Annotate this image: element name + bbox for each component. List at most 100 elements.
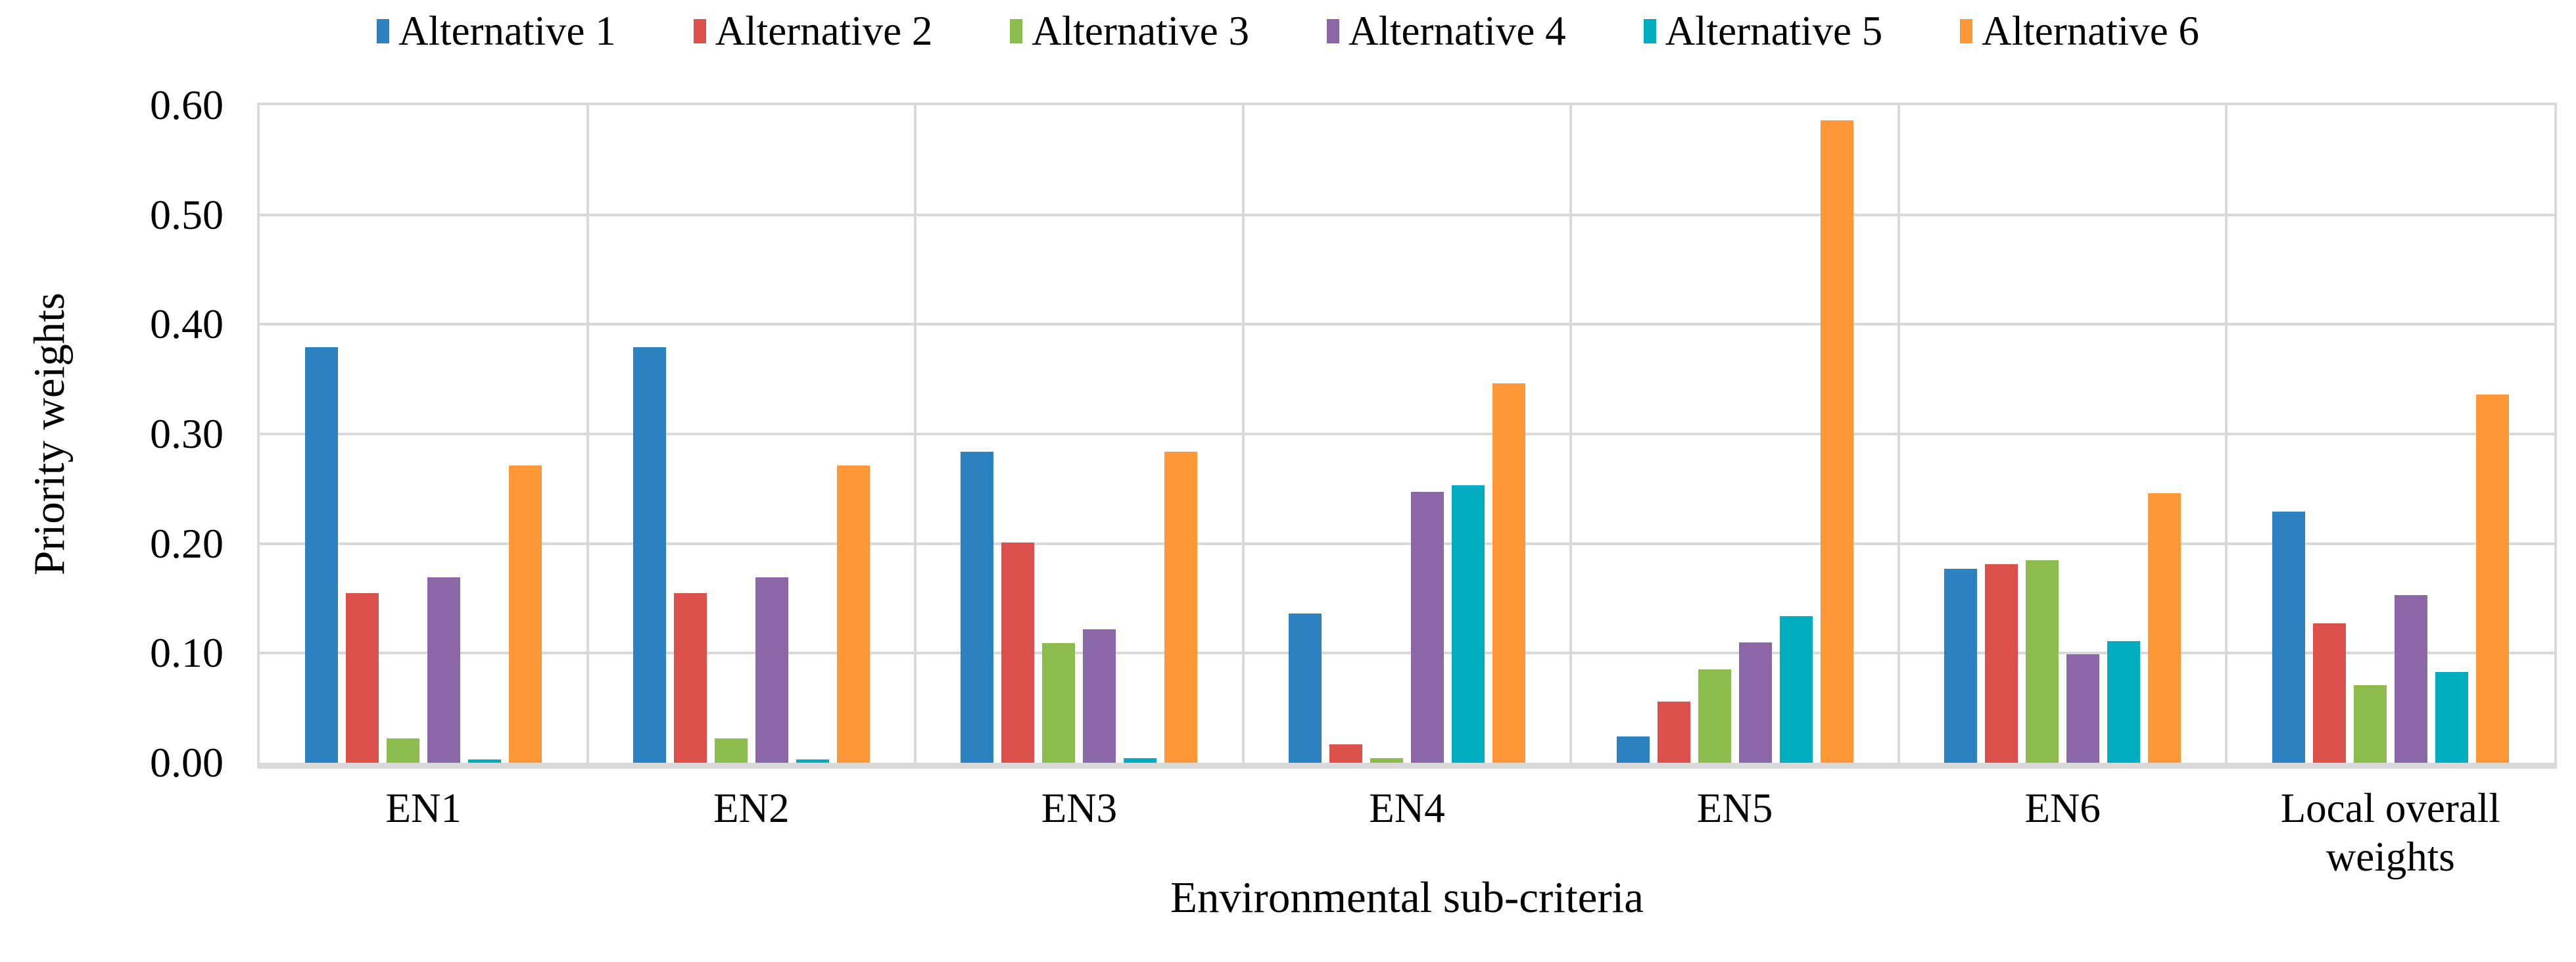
bar-alternative-3 bbox=[2353, 685, 2387, 763]
bar-alternative-5 bbox=[796, 759, 829, 763]
bar-alternative-4 bbox=[1738, 642, 1772, 763]
bar-alternative-1 bbox=[1944, 569, 1978, 763]
bars-row bbox=[1899, 493, 2227, 763]
bars-row bbox=[588, 347, 916, 763]
x-label-text: EN4 bbox=[1369, 785, 1445, 831]
bars-row bbox=[2226, 395, 2554, 763]
bars-row bbox=[260, 347, 588, 763]
x-label-text: EN5 bbox=[1696, 785, 1773, 831]
x-label-en4: EN4 bbox=[1243, 784, 1571, 882]
bars-row bbox=[1243, 383, 1571, 763]
legend-item-6: Alternative 6 bbox=[1960, 11, 2199, 52]
bar-alternative-2 bbox=[1001, 542, 1035, 763]
gridline-0.20 bbox=[260, 542, 2554, 545]
y-tick-label-0.10: 0.10 bbox=[150, 629, 224, 677]
bar-alternative-4 bbox=[1083, 629, 1116, 763]
bar-alternative-6 bbox=[2475, 395, 2509, 763]
legend-marker-icon bbox=[693, 19, 706, 43]
legend-marker-icon bbox=[377, 19, 390, 43]
legend-item-2: Alternative 2 bbox=[693, 8, 933, 54]
bar-group-en3 bbox=[915, 105, 1243, 763]
bar-alternative-5 bbox=[1124, 758, 1157, 763]
bar-alternative-1 bbox=[1289, 613, 1322, 763]
x-label-en1: EN1 bbox=[260, 784, 588, 882]
legend-item-1: Alternative 1 bbox=[377, 11, 616, 52]
legend-item-3: Alternative 3 bbox=[1010, 11, 1249, 52]
y-tick-label-0.00: 0.00 bbox=[150, 739, 224, 786]
legend-label: Alternative 6 bbox=[1982, 8, 2199, 54]
y-tick-label-0.50: 0.50 bbox=[150, 191, 224, 238]
legend-label: Alternative 1 bbox=[398, 8, 616, 54]
bar-alternative-6 bbox=[509, 466, 542, 763]
y-tick-label-0.30: 0.30 bbox=[150, 410, 224, 457]
bar-alternative-2 bbox=[2312, 623, 2346, 763]
legend-label: Alternative 3 bbox=[1032, 8, 1249, 54]
bar-alternative-2 bbox=[673, 593, 707, 763]
x-label-local-overall-weights: Local overall weights bbox=[2226, 784, 2554, 882]
x-label-en2: EN2 bbox=[588, 784, 916, 882]
bar-alternative-1 bbox=[961, 452, 994, 763]
bar-group-en2 bbox=[588, 105, 916, 763]
legend-label: Alternative 2 bbox=[715, 8, 933, 54]
bar-alternative-5 bbox=[2107, 641, 2141, 763]
legend-label: Alternative 5 bbox=[1665, 8, 1883, 54]
bar-group-en6 bbox=[1899, 105, 2227, 763]
bar-alternative-6 bbox=[2148, 493, 2182, 763]
x-label-en6: EN6 bbox=[1899, 784, 2227, 882]
bars-row bbox=[915, 452, 1243, 763]
bar-alternative-6 bbox=[1164, 452, 1198, 763]
legend-item-5: Alternative 5 bbox=[1643, 8, 1883, 54]
x-label-text: Local overall weights bbox=[2280, 785, 2500, 880]
y-tick-label-0.20: 0.20 bbox=[150, 519, 224, 567]
plot-area bbox=[257, 103, 2557, 769]
bar-alternative-5 bbox=[1452, 485, 1485, 763]
bar-alternative-1 bbox=[632, 347, 666, 763]
bar-alternative-3 bbox=[2026, 560, 2059, 763]
bar-alternative-3 bbox=[1042, 643, 1076, 763]
x-label-text: EN6 bbox=[2024, 785, 2101, 831]
bar-alternative-4 bbox=[427, 577, 461, 763]
bar-alternative-2 bbox=[346, 593, 379, 763]
bars-row bbox=[1571, 120, 1899, 763]
legend-marker-icon bbox=[1327, 19, 1339, 43]
x-label-en5: EN5 bbox=[1571, 784, 1899, 882]
bar-alternative-3 bbox=[1698, 669, 1731, 763]
bar-group-local-overall-weights bbox=[2226, 105, 2554, 763]
bar-groups bbox=[260, 105, 2554, 763]
bar-alternative-2 bbox=[1329, 744, 1363, 763]
y-tick-label-0.60: 0.60 bbox=[150, 82, 224, 128]
bar-alternative-3 bbox=[387, 738, 420, 763]
gridline-0.40 bbox=[260, 323, 2554, 326]
bar-alternative-2 bbox=[1985, 564, 2018, 763]
bar-alternative-2 bbox=[1657, 702, 1690, 763]
bar-alternative-6 bbox=[836, 466, 870, 763]
legend-marker-icon bbox=[1643, 19, 1656, 43]
x-axis-labels: EN1 EN2 EN3 EN4 EN5 EN6 Local overall weights bbox=[260, 784, 2554, 882]
legend-marker-icon bbox=[1010, 19, 1023, 43]
x-axis-title: Environmental sub-criteria bbox=[1170, 873, 1644, 922]
bar-alternative-5 bbox=[1779, 616, 1813, 763]
bar-alternative-3 bbox=[714, 738, 748, 763]
legend-item-4: Alternative 4 bbox=[1327, 11, 1566, 52]
bar-alternative-5 bbox=[2435, 672, 2468, 763]
gridline-0.50 bbox=[260, 213, 2554, 216]
x-label-text: EN2 bbox=[713, 785, 790, 831]
legend-marker-icon bbox=[1960, 19, 1973, 43]
bar-alternative-4 bbox=[2394, 595, 2427, 763]
bar-alternative-1 bbox=[305, 347, 339, 763]
y-tick-label-0.40: 0.40 bbox=[150, 301, 224, 348]
x-label-text: EN3 bbox=[1041, 785, 1118, 831]
bar-alternative-3 bbox=[1370, 758, 1404, 763]
bar-alternative-1 bbox=[1616, 736, 1650, 763]
x-label-text: EN1 bbox=[385, 785, 462, 831]
bar-group-en5 bbox=[1571, 105, 1899, 763]
bar-alternative-4 bbox=[2066, 654, 2100, 763]
bar-alternative-5 bbox=[468, 759, 502, 763]
bar-alternative-6 bbox=[1492, 383, 1526, 763]
x-label-en3: EN3 bbox=[915, 784, 1243, 882]
bar-alternative-4 bbox=[1411, 492, 1444, 763]
legend-label: Alternative 4 bbox=[1348, 8, 1566, 54]
bar-group-en4 bbox=[1243, 105, 1571, 763]
bar-alternative-6 bbox=[1820, 120, 1853, 763]
chart-legend: Alternative 1 Alternative 2 Alternative 3 A… bbox=[0, 11, 2576, 52]
